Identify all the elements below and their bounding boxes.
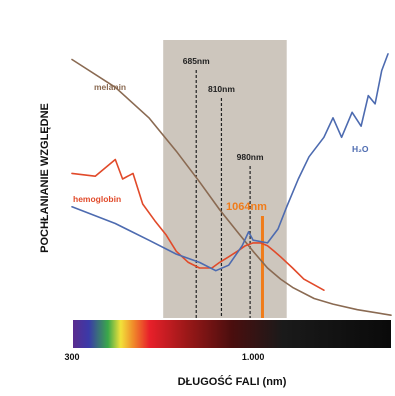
series-line-1 [71,158,325,291]
wavelength-markers: 685nm 810nm 980nm 1064nm [183,56,267,318]
series-label-0: melanin [94,82,126,92]
marker-label-980: 980nm [237,152,264,162]
series-label-1: hemoglobin [73,194,121,204]
wavelength-spectrum-bar [73,320,391,348]
series-line-0 [71,58,392,316]
marker-label-685: 685nm [183,56,210,66]
y-axis-label: POCHŁANIANIE WZGLĘDNE [39,103,51,253]
series-line-2 [71,53,389,272]
x-tick-label-0: 300 [64,352,79,362]
marker-label-1064: 1064nm [226,201,267,213]
x-tick-labels: 300 1.000 [64,352,264,362]
x-tick-label-1: 1.000 [242,352,265,362]
series-layer: melanin hemoglobin H₂O [71,53,392,316]
x-axis-label: DŁUGOŚĆ FALI (nm) [178,375,287,388]
series-label-2: H₂O [352,144,369,154]
marker-label-810: 810nm [208,84,235,94]
highlight-band [163,40,287,318]
